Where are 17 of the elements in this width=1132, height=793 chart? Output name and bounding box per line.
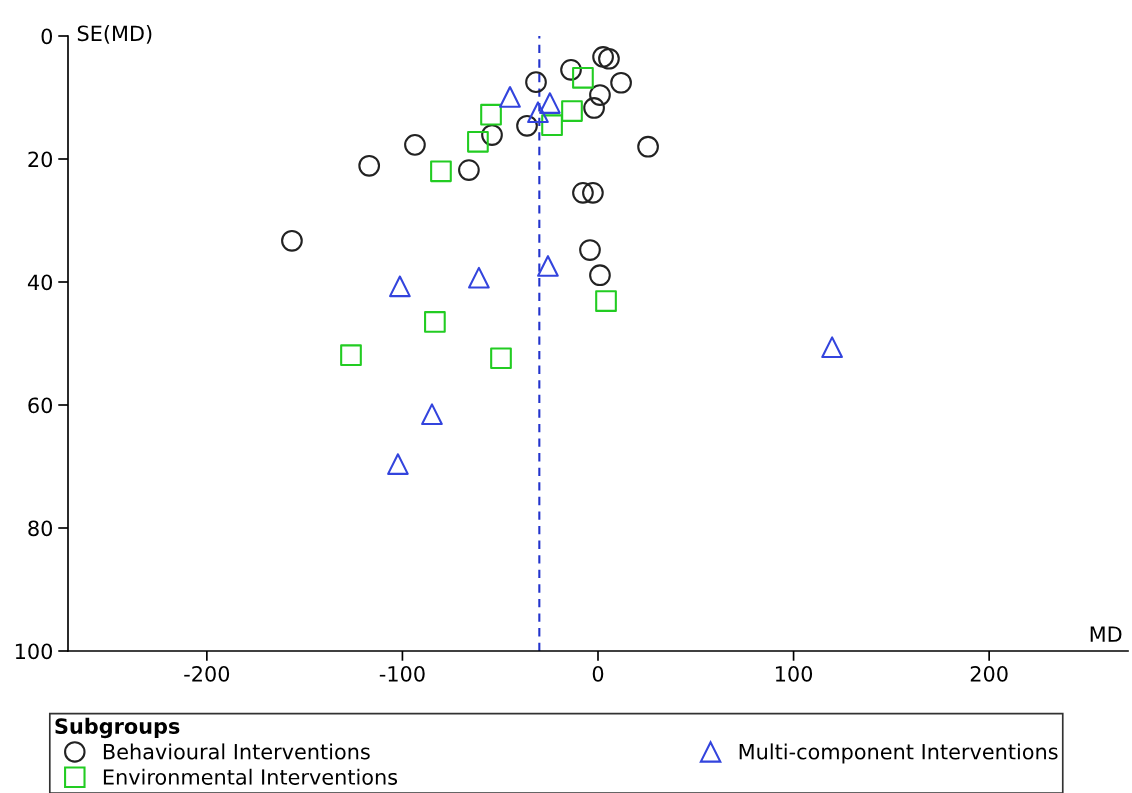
x-tick-label: 100 (775, 665, 813, 682)
x-tick-label: -200 (184, 665, 230, 682)
x-axis-title: MD (1090, 626, 1122, 642)
legend-label: Environmental Interventions (103, 768, 398, 785)
y-tick-label: 0 (41, 28, 53, 45)
legend-label: Multi-component Interventions (739, 743, 1058, 764)
legend-title: Subgroups (55, 717, 180, 739)
x-tick-label: 200 (970, 665, 1008, 682)
legend-label: Behavioural Interventions (103, 743, 370, 760)
y-axis-title: SE(MD) (77, 25, 152, 44)
y-tick-label: 100 (15, 643, 53, 660)
x-tick-label: 0 (592, 665, 604, 682)
y-tick-label: 60 (28, 397, 53, 414)
y-tick-label: 20 (28, 151, 53, 168)
y-tick-label: 80 (28, 520, 53, 537)
x-tick-label: -100 (379, 665, 425, 682)
y-tick-label: 40 (27, 274, 53, 291)
